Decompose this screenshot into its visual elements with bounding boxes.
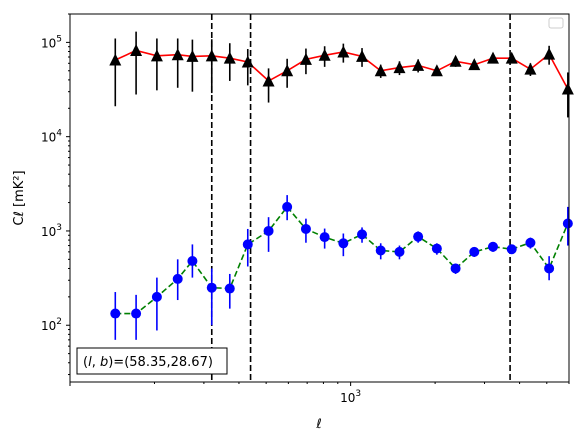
annotation-text-3: )=(58.35,28.67) <box>108 355 213 370</box>
svg-text:(l, b)=(58.35,28.67): (l, b)=(58.35,28.67) <box>83 355 213 370</box>
series-1-point-12 <box>338 238 349 249</box>
series-0-point-11 <box>318 48 331 61</box>
series-1-point-17 <box>431 243 442 254</box>
series-1-point-1 <box>131 308 142 319</box>
series-1-point-23 <box>544 263 555 274</box>
series-1-point-9 <box>282 201 293 212</box>
series-1-point-6 <box>224 283 235 294</box>
annotation-box: (l, b)=(58.35,28.67) <box>76 347 228 375</box>
series-0-point-9 <box>281 64 294 77</box>
series-0-point-18 <box>449 54 462 67</box>
series-0-point-10 <box>299 52 312 65</box>
series-0-point-7 <box>241 55 254 68</box>
series-0-point-12 <box>337 45 350 58</box>
series-1-point-7 <box>242 239 253 250</box>
series-0-point-6 <box>223 51 236 64</box>
series-0-point-19 <box>468 58 481 71</box>
series-0-point-16 <box>412 58 425 71</box>
y-tick-label-1: 103 <box>41 223 62 239</box>
series-0-point-20 <box>486 51 499 64</box>
series-1-point-24 <box>562 218 573 229</box>
annotation-text-1: ( <box>83 355 88 370</box>
series-0-point-4 <box>186 49 199 62</box>
series-1-point-14 <box>375 245 386 256</box>
series-0-point-13 <box>356 49 369 62</box>
series-1-point-21 <box>506 244 517 255</box>
series-0-point-2 <box>150 49 163 62</box>
series-1-point-11 <box>319 232 330 243</box>
series-1-point-18 <box>450 263 461 274</box>
series-0-point-1 <box>130 44 143 57</box>
markers <box>109 44 574 319</box>
series-0-point-14 <box>374 64 387 77</box>
series-1-point-2 <box>151 291 162 302</box>
series-1-point-13 <box>357 229 368 240</box>
series-0-point-21 <box>505 51 518 64</box>
series-1-point-5 <box>206 282 217 293</box>
series-1-point-10 <box>300 223 311 234</box>
series-0-point-3 <box>171 48 184 61</box>
y-tick-label-3: 105 <box>41 34 62 50</box>
series-1-point-22 <box>525 237 536 248</box>
series-1-point-0 <box>110 308 121 319</box>
x-axis-label: ℓ <box>315 417 321 432</box>
series-1-point-8 <box>263 225 274 236</box>
series-0-point-22 <box>524 62 537 75</box>
series-1-point-4 <box>187 256 198 267</box>
series-1-point-15 <box>394 246 405 257</box>
series-1-point-20 <box>487 241 498 252</box>
series-0-point-8 <box>262 74 275 87</box>
series-1-point-3 <box>172 273 183 284</box>
x-tick-label-0: 103 <box>340 389 361 405</box>
plot-frame <box>69 13 570 383</box>
series-0-point-23 <box>543 47 556 60</box>
series-0-point-15 <box>393 61 406 74</box>
annotation-text-2: , <box>92 355 100 370</box>
series-0-point-5 <box>205 49 218 62</box>
series-1-point-19 <box>469 246 480 257</box>
series-0-point-24 <box>561 82 574 95</box>
y-tick-label-0: 102 <box>41 317 62 333</box>
y-axis-label: Cℓ [mK²] <box>12 170 27 225</box>
y-tick-label-2: 104 <box>41 129 62 145</box>
annotation-text-l: l <box>88 355 92 370</box>
legend-box <box>548 17 564 29</box>
series-0-point-17 <box>430 64 443 77</box>
series-0-point-0 <box>109 53 122 66</box>
series-1-point-16 <box>413 231 424 242</box>
annotation-text-b: b <box>100 355 108 370</box>
